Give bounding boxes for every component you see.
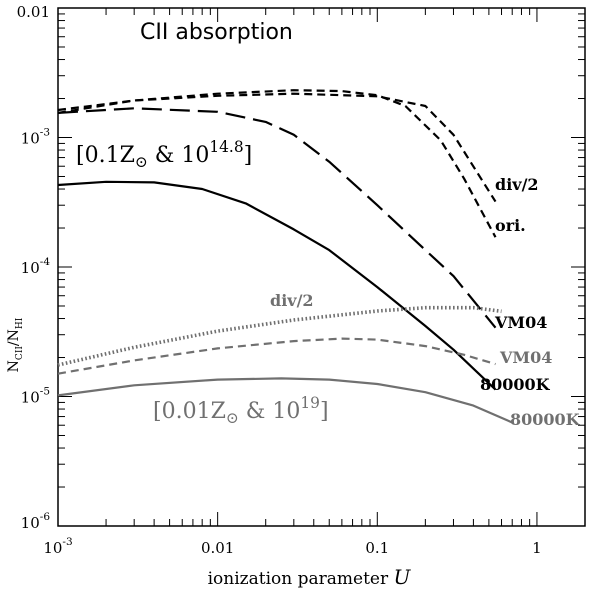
series-label-5: VM04: [499, 348, 552, 367]
series-line-0: [57, 92, 497, 203]
series-layer: [57, 89, 513, 424]
x-tick-label: 1: [532, 539, 542, 557]
y-tick-label: 10-3: [21, 127, 50, 148]
y-tick-label: 10-6: [21, 511, 51, 532]
x-tick-label: 0.1: [365, 539, 389, 557]
x-axis-label: ionization parameter U: [208, 565, 412, 589]
y-tick-label: 0.01: [17, 3, 50, 21]
series-line-2: [57, 107, 497, 329]
label-layer: 10-3 0.01 0.1 1 10-6 10-5 10-4 10-3 0.01 div/2 ori…: [17, 3, 581, 557]
annotation-high-metallicity: [0.1Z⊙ & 1014.8]: [76, 138, 252, 171]
chart-title: CII absorption: [140, 20, 293, 45]
series-label-4: div/2: [270, 291, 314, 310]
x-tick-label: 0.01: [201, 539, 234, 557]
y-axis-label: NCII/NHI: [6, 317, 25, 372]
y-tick-label: 10-4: [21, 256, 51, 277]
series-label-2: VM04: [494, 313, 547, 332]
series-label-1: ori.: [495, 216, 526, 235]
y-tick-label: 10-5: [21, 386, 50, 407]
series-line-3: [57, 180, 497, 391]
series-line-4: [57, 305, 502, 367]
series-label-6: 80000K: [510, 410, 581, 429]
series-line-5: [57, 337, 496, 375]
series-line-1: [57, 89, 497, 238]
plot-frame: [57, 7, 586, 527]
series-label-3: 80000K: [480, 375, 551, 394]
axis-ticks: [57, 7, 586, 527]
x-tick-label: 10-3: [43, 536, 72, 557]
series-line-6: [57, 377, 513, 424]
series-label-0: div/2: [495, 175, 539, 194]
annotation-low-metallicity: [0.01Z⊙ & 1019]: [153, 394, 329, 427]
